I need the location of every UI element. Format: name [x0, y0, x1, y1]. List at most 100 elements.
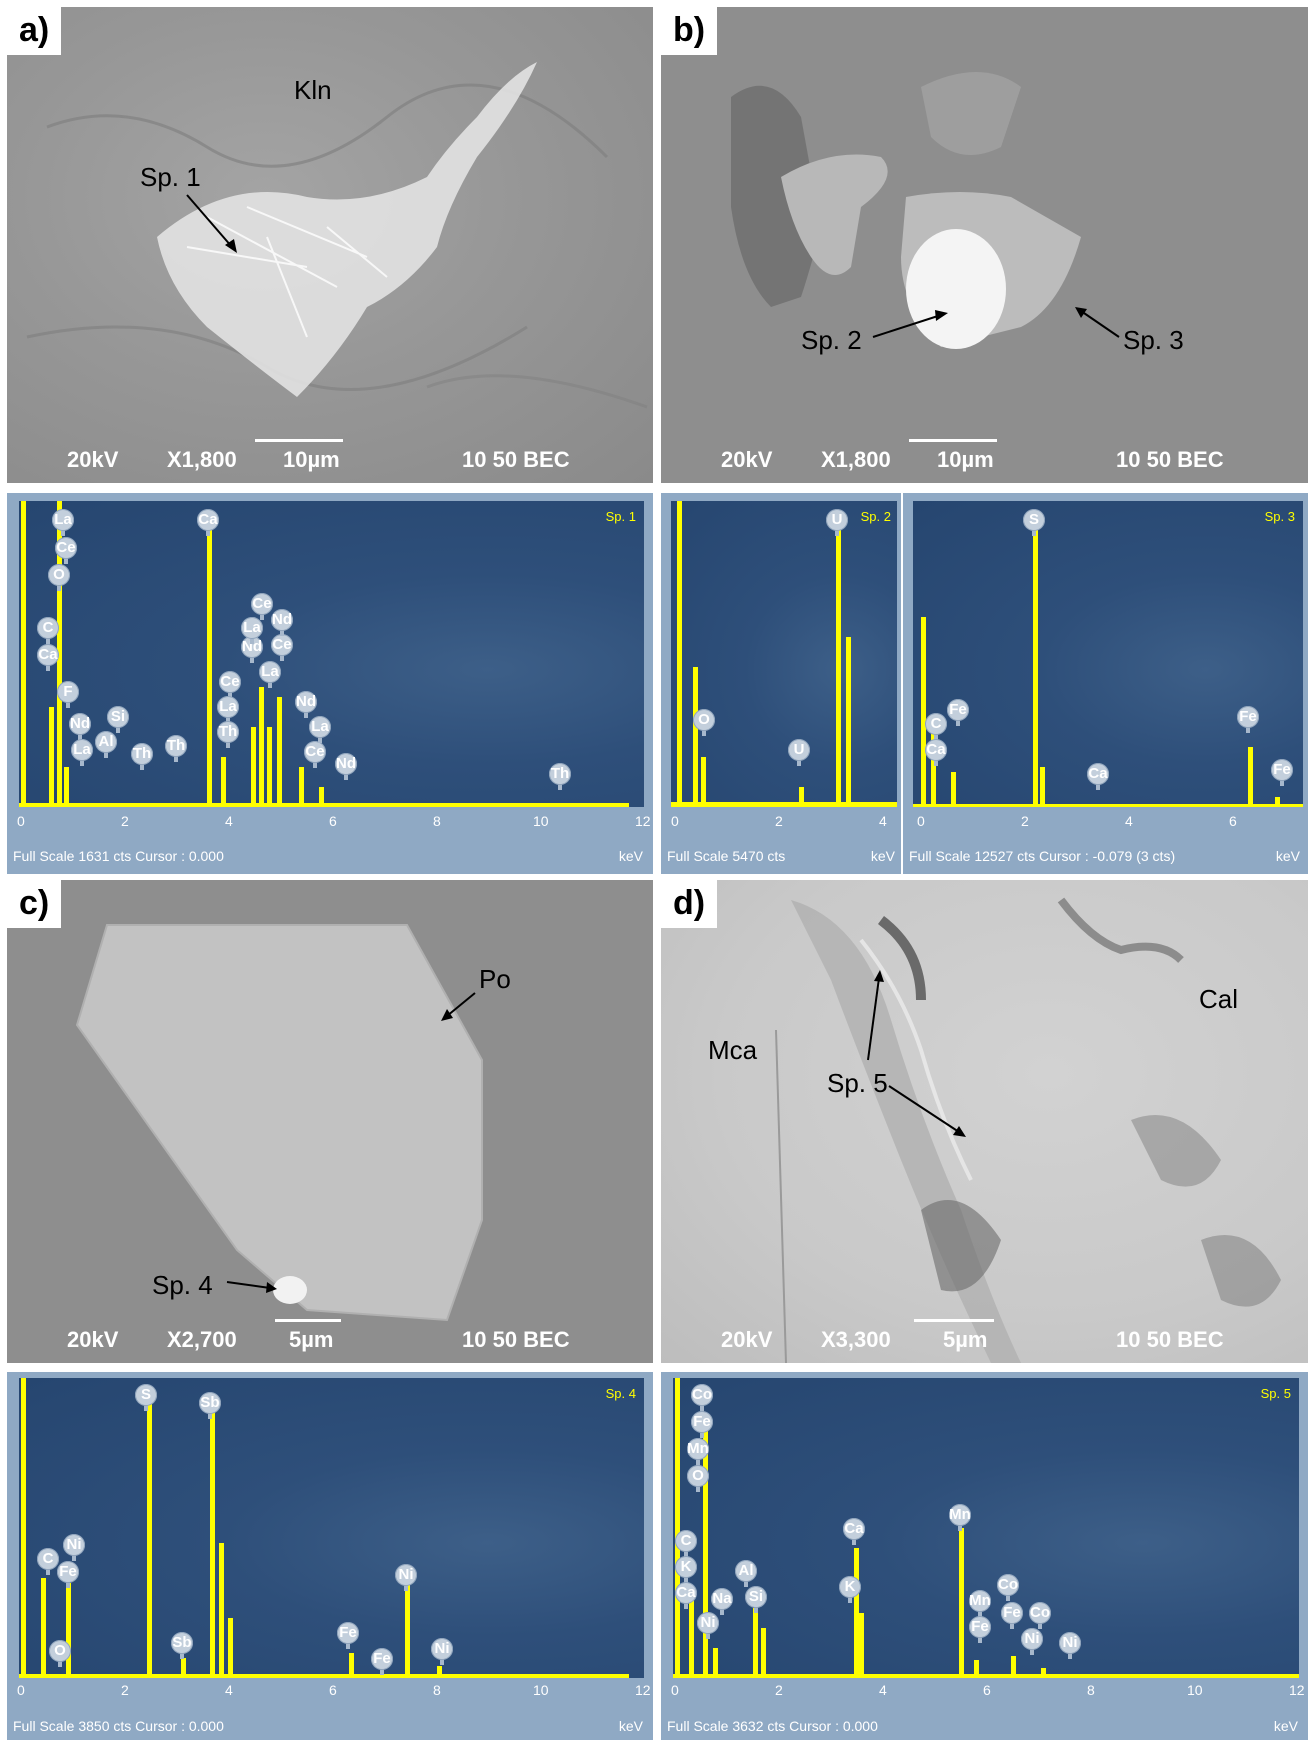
eds-sp2-footer: Full Scale 5470 cts keV — [661, 836, 901, 874]
eds-spectrum-sp4: Sp. 4 C Ni Fe O S Sb Sb Fe Fe Ni Ni 0 2 … — [7, 1372, 653, 1740]
el-c: C — [925, 713, 947, 740]
sem-d-kv: 20kV — [721, 1327, 773, 1352]
el-mn: Mn — [949, 1504, 971, 1531]
cal-label: Cal — [1199, 984, 1239, 1014]
el-ni-l: Ni — [63, 1534, 85, 1561]
eds-sp4-plot: Sp. 4 C Ni Fe O S Sb Sb Fe Fe Ni Ni — [19, 1378, 644, 1678]
el-la-5: La — [309, 716, 331, 743]
sp2-label: Sp. 2 — [801, 325, 862, 355]
el-la-4: La — [259, 661, 281, 688]
sem-a-mag: X1,800 — [167, 447, 237, 472]
eds-sp3-footer: Full Scale 12527 cts Cursor : -0.079 (3 … — [903, 836, 1308, 874]
el-nd: Nd — [69, 713, 91, 740]
el-mn-kb: Mn — [969, 1590, 991, 1617]
el-sb: Sb — [199, 1392, 221, 1419]
el-th: Th — [131, 743, 153, 770]
sp2-sp3-arrows — [872, 307, 1120, 338]
sem-image-b: b) Sp. 2 Sp. 3 20kV X1,800 10µm 10 50 BE… — [661, 7, 1308, 483]
eds-sp4-fullscale: Full Scale 3850 cts Cursor : 0.000 — [13, 1718, 224, 1734]
sem-image-c: c) Po Sp. 4 20kV X2,700 5µm 10 50 BEC — [7, 880, 653, 1363]
el-f: F — [57, 681, 79, 708]
eds-sp5-plot: Sp. 5 Co Fe Mn O C K Ca Ni Na Al Si Ca K… — [673, 1378, 1299, 1678]
el-sb-l: Sb — [171, 1632, 193, 1659]
el-th-4: Th — [549, 763, 571, 790]
sp1-arrow — [186, 194, 237, 253]
sem-image-a-texture — [26, 62, 648, 409]
kln-label: Kln — [294, 75, 332, 105]
sem-d-scalebar — [914, 1319, 994, 1322]
el-fe: Fe — [337, 1622, 359, 1649]
sem-image-a: a) Kln Sp. 1 20kV X1,800 10µm 10 50 BEC — [7, 7, 653, 483]
eds-sp2-plot: Sp. 2 O U U — [671, 501, 897, 807]
eds-spectrum-sp1: Sp. 1 La Ce O C Ca F Nd La Al Si Th Th C… — [7, 493, 653, 874]
panel-a-letter: a) — [7, 7, 62, 55]
el-na: Na — [711, 1588, 733, 1615]
el-la-2: La — [217, 696, 239, 723]
sem-c-scalebar — [275, 1319, 341, 1322]
el-nd-4: Nd — [295, 691, 317, 718]
sp5-fibrous-band — [859, 938, 973, 1181]
eds-spectrum-sp3: Sp. 3 C Fe Ca S Ca Fe Fe 0 2 4 6 Full Sc… — [903, 493, 1308, 874]
eds-sp1-tag: Sp. 1 — [605, 509, 636, 524]
el-c: C — [37, 1548, 59, 1575]
el-ca: Ca — [925, 739, 947, 766]
el-u: U — [826, 509, 848, 536]
el-ni-kb: Ni — [1059, 1632, 1081, 1659]
el-la: La — [52, 509, 74, 536]
sp4-inclusion — [273, 1276, 307, 1304]
mca-label: Mca — [708, 1035, 758, 1065]
el-o: O — [49, 1640, 71, 1667]
sem-a-scale: 10µm — [283, 447, 340, 472]
eds-sp5-footer: Full Scale 3632 cts Cursor : 0.000 keV — [661, 1708, 1308, 1740]
eds-sp5-tag: Sp. 5 — [1260, 1386, 1291, 1401]
eds-sp2-fullscale: Full Scale 5470 cts — [667, 848, 786, 864]
el-la-3: La — [241, 617, 263, 644]
panel-c-letter: c) — [7, 880, 62, 928]
sp1-fibrous-grain — [157, 62, 537, 397]
eds-sp5-unit: keV — [1273, 1718, 1298, 1734]
el-fe-l: Fe — [691, 1411, 713, 1438]
el-k-l: K — [675, 1556, 697, 1583]
panel-b-letter: b) — [661, 7, 718, 55]
el-al: Al — [95, 731, 117, 758]
el-ni-l: Ni — [697, 1612, 719, 1639]
sem-d-mode: 10 50 BEC — [1116, 1327, 1224, 1352]
el-ca-k: Ca — [1087, 763, 1109, 790]
eds-sp3-unit: keV — [1275, 848, 1300, 864]
el-fe-kb: Fe — [1271, 759, 1293, 786]
el-fe-l: Fe — [57, 1561, 79, 1588]
el-ni-kb: Ni — [431, 1638, 453, 1665]
sem-a-mode: 10 50 BEC — [462, 447, 570, 472]
eds-sp4-tag: Sp. 4 — [605, 1386, 636, 1401]
sem-d-scale: 5µm — [943, 1327, 988, 1352]
el-ce-4: Ce — [271, 634, 293, 661]
el-co-l: Co — [691, 1384, 713, 1411]
sem-d-footer: 20kV X3,300 5µm 10 50 BEC — [661, 1319, 1308, 1353]
sem-c-scale: 5µm — [289, 1327, 334, 1352]
sp1-label: Sp. 1 — [140, 162, 201, 192]
el-fe-l: Fe — [947, 699, 969, 726]
el-ce-5: Ce — [304, 741, 326, 768]
el-th-2: Th — [165, 735, 187, 762]
el-ni: Ni — [1021, 1628, 1043, 1655]
sp5-label: Sp. 5 — [827, 1068, 888, 1098]
sem-image-d: d) Mca Cal Sp. 5 20kV X3,300 5µm 10 50 B… — [661, 880, 1308, 1363]
el-al: Al — [735, 1560, 757, 1587]
el-o: O — [48, 564, 70, 591]
sp5-arrows — [867, 970, 966, 1137]
sem-c-mag: X2,700 — [167, 1327, 237, 1352]
eds-sp2-tag: Sp. 2 — [860, 509, 891, 524]
el-k: K — [839, 1576, 861, 1603]
el-si: Si — [107, 706, 129, 733]
sem-a-scalebar — [255, 439, 343, 442]
el-ce-3: Ce — [251, 593, 273, 620]
sp3-label: Sp. 3 — [1123, 325, 1184, 355]
eds-sp4-unit: keV — [618, 1718, 643, 1734]
eds-spectrum-sp2: Sp. 2 O U U 0 2 4 Full Scale 5470 cts ke… — [661, 493, 901, 874]
panel-d-letter: d) — [661, 880, 718, 928]
sem-image-c-texture — [75, 924, 483, 1322]
eds-sp4-footer: Full Scale 3850 cts Cursor : 0.000 keV — [7, 1708, 653, 1740]
po-sp4-arrows — [226, 992, 476, 1293]
el-fe-kb: Fe — [371, 1648, 393, 1675]
eds-sp1-fullscale: Full Scale 1631 cts Cursor : 0.000 — [13, 848, 224, 864]
